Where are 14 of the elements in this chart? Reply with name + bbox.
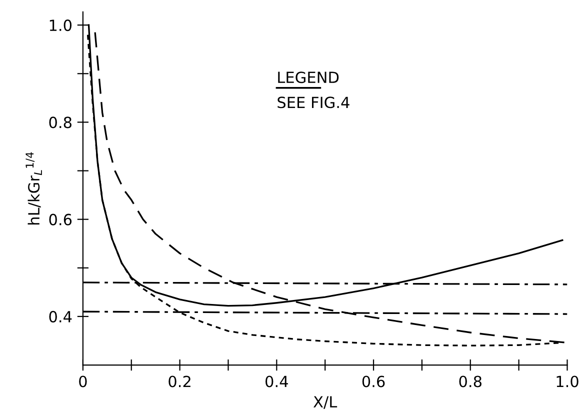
y-tick-label: 0.6 xyxy=(49,214,72,226)
y-axis-title: hL/kGr$_{L}$$^{1/4}$ xyxy=(26,152,42,224)
x-tick-label: 0.2 xyxy=(168,376,190,388)
x-tick-label: 1.0 xyxy=(556,376,578,388)
x-tick-label: 0.4 xyxy=(266,376,288,388)
y-tick-label: 0.4 xyxy=(49,310,72,322)
annotation: LEGEND xyxy=(278,72,339,84)
annotation: SEE FIG.4 xyxy=(278,96,350,108)
x-tick-label: 0.6 xyxy=(362,376,385,388)
x-tick-label: 0 xyxy=(79,376,87,388)
x-axis-title: X/L xyxy=(313,396,338,409)
y-tick-label: 0.8 xyxy=(49,116,72,128)
y-tick-label: 1.0 xyxy=(50,20,72,32)
x-tick-label: 0.8 xyxy=(459,376,482,388)
